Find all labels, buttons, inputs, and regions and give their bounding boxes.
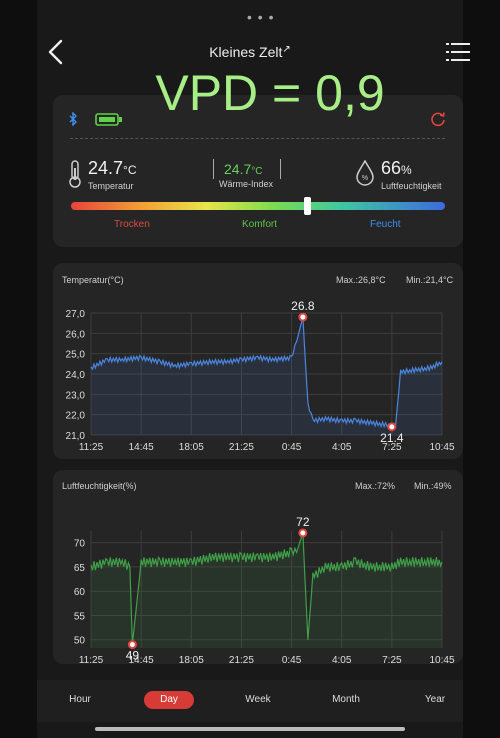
humidity-value: 66% <box>381 158 412 178</box>
x-tick-label: 18:05 <box>179 442 204 453</box>
page-title[interactable]: Kleines Zelt↗ <box>209 44 291 60</box>
peak-marker <box>298 528 308 538</box>
x-tick-label: 14:45 <box>129 655 154 664</box>
y-tick-label: 70 <box>74 539 86 550</box>
tab-hour[interactable]: Hour <box>69 694 91 705</box>
tab-year[interactable]: Year <box>424 694 446 705</box>
low-marker <box>387 422 397 432</box>
x-tick-label: 10:45 <box>429 442 454 453</box>
peak-label: 26.8 <box>291 299 315 313</box>
temperature-label: Temperatur <box>88 181 134 191</box>
humidity-label: Luftfeuchtigkeit <box>381 181 442 191</box>
temp-chart-max: Max.:26,8°C <box>336 275 386 285</box>
edit-icon[interactable]: ↗ <box>282 44 291 55</box>
series-area <box>91 532 442 648</box>
y-tick-label: 50 <box>74 636 86 647</box>
battery-icon <box>95 113 122 126</box>
more-dots-icon[interactable]: • • • <box>247 9 275 25</box>
temperature-chart[interactable]: 11:25 14:45 18:05 21:25 0:45 4:05 7:25 10:45 27,… <box>53 290 463 459</box>
comfort-gradient-bar <box>71 202 445 210</box>
home-indicator[interactable] <box>95 727 405 731</box>
svg-text:%: % <box>362 175 368 182</box>
y-tick-label: 22,0 <box>66 411 86 422</box>
heat-index-label: Wärme-Index <box>219 179 274 189</box>
temp-chart-title: Temperatur(°C) <box>62 275 124 285</box>
x-tick-label: 18:05 <box>179 655 204 664</box>
bottom-nav <box>37 680 463 722</box>
temp-chart-min: Min.:21,4°C <box>406 275 454 285</box>
series-area <box>91 317 442 435</box>
x-tick-label: 21:25 <box>229 655 254 664</box>
y-tick-label: 21,0 <box>66 431 86 442</box>
x-tick-label: 0:45 <box>282 655 302 664</box>
x-tick-label: 7:25 <box>382 442 402 453</box>
low-label: 49 <box>126 649 140 663</box>
temperature-value: 24.7°C <box>88 158 137 178</box>
x-tick-label: 21:25 <box>229 442 254 453</box>
humidity-chart[interactable]: 11:25 14:45 18:05 21:25 0:45 4:05 7:25 10:45 70 6… <box>53 494 463 664</box>
refresh-icon[interactable] <box>430 111 446 127</box>
comfort-indicator <box>303 197 311 215</box>
x-tick-label: 11:25 <box>79 655 104 664</box>
x-tick-label: 10:45 <box>429 655 454 664</box>
low-marker <box>127 640 137 650</box>
y-tick-label: 25,0 <box>66 350 86 361</box>
x-tick-label: 14:45 <box>129 442 154 453</box>
y-tick-label: 26,0 <box>66 329 86 340</box>
hum-chart-min: Min.:49% <box>414 481 452 491</box>
series-line <box>90 316 443 431</box>
y-tick-label: 55 <box>74 611 86 622</box>
comfort-label-comfort: Komfort <box>242 219 278 230</box>
bluetooth-icon <box>69 112 77 126</box>
tab-month[interactable]: Month <box>332 694 360 705</box>
back-arrow-icon[interactable] <box>44 38 70 66</box>
hum-chart-title: Luftfeuchtigkeit(%) <box>62 481 137 491</box>
x-tick-label: 0:45 <box>282 442 302 453</box>
divider <box>70 138 445 139</box>
x-tick-label: 11:25 <box>79 442 104 453</box>
tab-week[interactable]: Week <box>245 694 271 705</box>
comfort-label-dry: Trocken <box>114 219 150 230</box>
tab-day[interactable]: Day <box>160 694 178 705</box>
x-tick-label: 4:05 <box>332 655 352 664</box>
humidity-drop-icon: % <box>356 160 374 186</box>
peak-marker <box>298 312 308 322</box>
y-tick-label: 24,0 <box>66 370 86 381</box>
hum-chart-max: Max.:72% <box>355 481 396 491</box>
y-tick-label: 23,0 <box>66 390 86 401</box>
active-tab-highlight <box>144 691 194 709</box>
y-tick-label: 27,0 <box>66 309 86 320</box>
menu-icon[interactable] <box>446 42 470 62</box>
y-tick-label: 65 <box>74 563 86 574</box>
heat-index-value: 24.7°C <box>224 161 263 177</box>
y-tick-label: 60 <box>74 587 86 598</box>
vpd-overlay-text: VPD = 0,9 <box>155 65 385 121</box>
x-tick-label: 4:05 <box>332 442 352 453</box>
low-label: 21.4 <box>380 431 404 445</box>
heat-index-separator <box>213 159 214 179</box>
series-line <box>90 532 443 645</box>
comfort-label-humid: Feucht <box>370 219 401 230</box>
heat-index-separator <box>280 159 281 179</box>
thermometer-icon <box>69 160 81 188</box>
x-tick-label: 7:25 <box>382 655 402 664</box>
peak-label: 72 <box>296 515 310 529</box>
